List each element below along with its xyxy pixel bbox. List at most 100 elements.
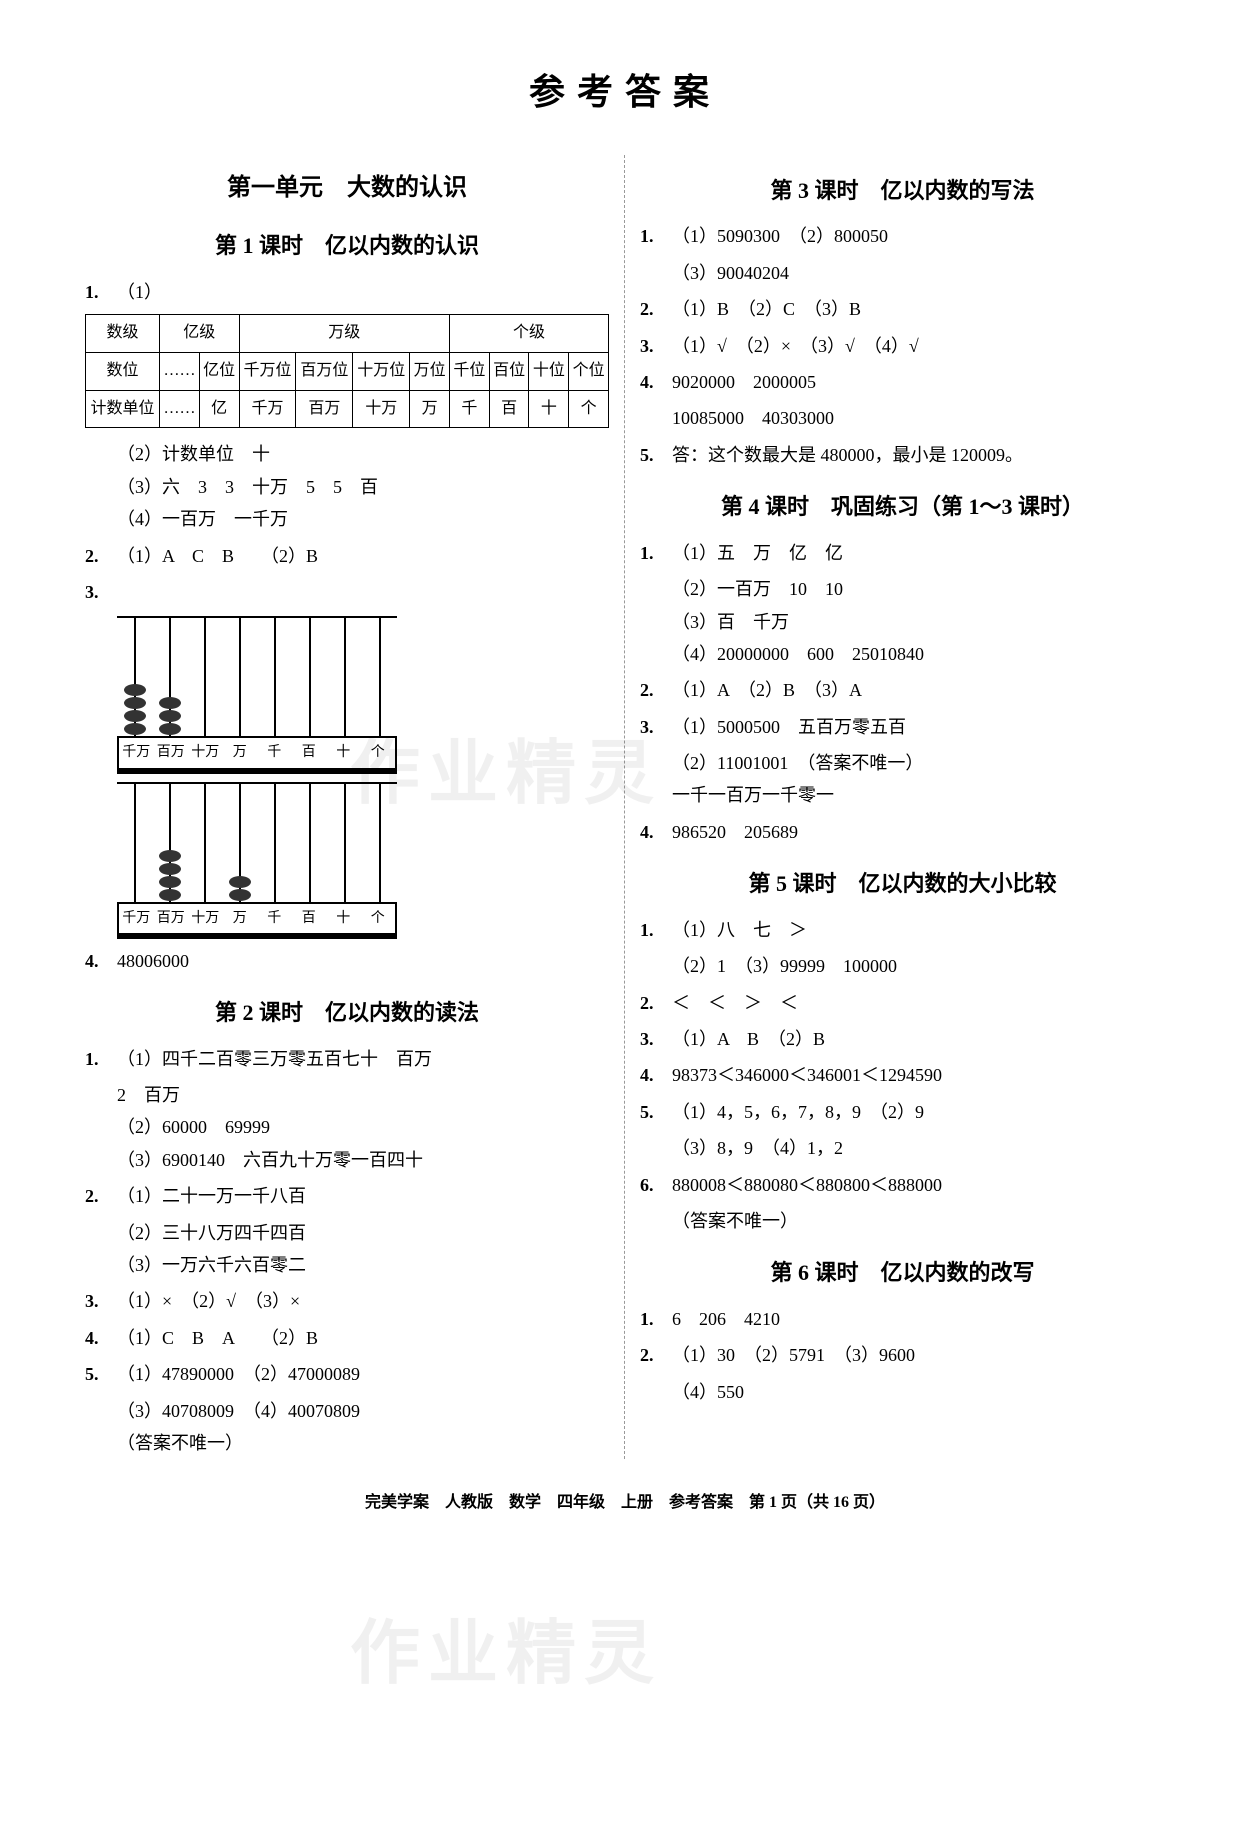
l5-q3: 3. （1）A B （2）B (640, 1023, 1165, 1055)
qnum: 1. (85, 276, 117, 308)
l3-q4: 4. 9020000 2000005 (640, 366, 1165, 398)
cell: 数级 (86, 314, 160, 352)
qnum: 3. (85, 1285, 117, 1317)
qnum: 3. (85, 576, 117, 608)
cell: 十万位 (353, 352, 410, 390)
abacus-bead (159, 723, 181, 735)
qbody: （1）A C B （2）B (117, 540, 609, 572)
l2-q5-3: （答案不唯一） (85, 1427, 609, 1459)
qbody: （1）四千二百零三万零五百七十 百万 (117, 1043, 609, 1075)
qnum: 2. (640, 293, 672, 325)
l6-q1: 1. 6 206 4210 (640, 1303, 1165, 1335)
cell: 千万 (239, 390, 296, 428)
abacus-bead (124, 684, 146, 696)
qbody: 9020000 2000005 (672, 366, 1165, 398)
l4-q1-3: （3）百 千万 (640, 606, 1165, 638)
l3-q4-2: 10085000 40303000 (640, 402, 1165, 434)
cell: 千 (449, 390, 489, 428)
qnum: 2. (640, 1339, 672, 1371)
l4-q1: 1. （1）五 万 亿 亿 (640, 537, 1165, 569)
right-column: 第 3 课时 亿以内数的写法 1. （1）5090300 （2）800050 （… (625, 155, 1180, 1460)
l4-q2: 2. （1）A （2）B （3）A (640, 674, 1165, 706)
cell: 千位 (449, 352, 489, 390)
abacus-bead (159, 697, 181, 709)
qbody: （1）A B （2）B (672, 1023, 1165, 1055)
qbody: （1）√ （2）× （3）√ （4）√ (672, 330, 1165, 362)
qbody: （1）× （2）√ （3）× (117, 1285, 609, 1317)
watermark-2: 作业精灵 (350, 1590, 662, 1716)
qnum: 4. (85, 945, 117, 977)
table-row: 数级 亿级 万级 个级 (86, 314, 609, 352)
cell: 百 (489, 390, 529, 428)
qnum: 4. (640, 366, 672, 398)
page: 作业精灵 作业精灵 参考答案 第一单元 大数的认识 第 1 课时 亿以内数的认识… (70, 60, 1180, 1518)
cell: 十位 (529, 352, 569, 390)
l5-q1: 1. （1）八 七 ＞ (640, 914, 1165, 946)
l5-q2: 2. ＜ ＜ ＞ ＜ (640, 987, 1165, 1019)
qbody: 48006000 (117, 945, 609, 977)
qnum: 1. (640, 1303, 672, 1335)
l4-q3: 3. （1）5000500 五百万零五百 (640, 711, 1165, 743)
qnum: 3. (640, 330, 672, 362)
abacus-bead (229, 889, 251, 901)
qbody: （1）4，5，6，7，8，9 （2）9 (672, 1096, 1165, 1128)
qnum: 2. (85, 540, 117, 572)
l5-q4: 4. 98373＜346000＜346001＜1294590 (640, 1059, 1165, 1091)
l1-q1-3: （3）六 3 3 十万 5 5 百 (85, 471, 609, 503)
l1-q1: 1. （1） (85, 276, 609, 308)
abacus-label: 百万 (154, 904, 189, 933)
qnum: 4. (85, 1322, 117, 1354)
abacus-bead (124, 697, 146, 709)
abacus-rod (327, 784, 362, 902)
abacus-label: 十 (326, 738, 361, 767)
abacus-rod (152, 618, 187, 736)
l5-q6-2: （答案不唯一） (640, 1205, 1165, 1237)
qbody: （1）五 万 亿 亿 (672, 537, 1165, 569)
table-row: 计数单位 …… 亿 千万 百万 十万 万 千 百 十 个 (86, 390, 609, 428)
l3-q3: 3. （1）√ （2）× （3）√ （4）√ (640, 330, 1165, 362)
qnum: 5. (640, 1096, 672, 1128)
abacus-bead (159, 876, 181, 888)
qnum: 1. (640, 537, 672, 569)
qbody: 880008＜880080＜880800＜888000 (672, 1169, 1165, 1201)
l2-q2: 2. （1）二十一万一千八百 (85, 1180, 609, 1212)
l5-q5: 5. （1）4，5，6，7，8，9 （2）9 (640, 1096, 1165, 1128)
abacus-rod (327, 618, 362, 736)
l2-q4: 4. （1）C B A （2）B (85, 1322, 609, 1354)
qnum: 5. (85, 1358, 117, 1390)
l3-q1: 1. （1）5090300 （2）800050 (640, 220, 1165, 252)
abacus-rod (117, 618, 152, 736)
abacus-bead (159, 863, 181, 875)
qbody: （1）5090300 （2）800050 (672, 220, 1165, 252)
abacus-1: 千万百万十万万千百十个 (117, 616, 397, 773)
abacus-label: 万 (223, 904, 258, 933)
l5-q1-2: （2）1 （3）99999 100000 (640, 950, 1165, 982)
cell: 万 (410, 390, 450, 428)
abacus-rod (257, 784, 292, 902)
abacus-rod (222, 784, 257, 902)
cell: 十万 (353, 390, 410, 428)
qnum: 4. (640, 1059, 672, 1091)
qnum: 3. (640, 1023, 672, 1055)
abacus-bead (124, 710, 146, 722)
l1-q1-2: （2）计数单位 十 (85, 438, 609, 470)
cell: 亿级 (160, 314, 239, 352)
qbody: 98373＜346000＜346001＜1294590 (672, 1059, 1165, 1091)
lesson2-title: 第 2 课时 亿以内数的读法 (85, 993, 609, 1033)
l2-q2-2: （2）三十八万四千四百 (85, 1217, 609, 1249)
abacus-rod (187, 784, 222, 902)
cell: 千万位 (239, 352, 296, 390)
abacus-bead (124, 723, 146, 735)
abacus-bead (159, 710, 181, 722)
abacus-rod (292, 618, 327, 736)
l2-q1: 1. （1）四千二百零三万零五百七十 百万 (85, 1043, 609, 1075)
abacus-label: 十万 (188, 904, 223, 933)
left-column: 第一单元 大数的认识 第 1 课时 亿以内数的认识 1. （1） 数级 亿级 万… (70, 155, 625, 1460)
qbody: （1）二十一万一千八百 (117, 1180, 609, 1212)
l4-q3-2: （2）11001001 （答案不唯一） (640, 747, 1165, 779)
cell: 个位 (569, 352, 609, 390)
cell: 百万 (296, 390, 353, 428)
qnum: 2. (85, 1180, 117, 1212)
unit-title: 第一单元 大数的认识 (85, 167, 609, 210)
cell: …… (160, 352, 200, 390)
